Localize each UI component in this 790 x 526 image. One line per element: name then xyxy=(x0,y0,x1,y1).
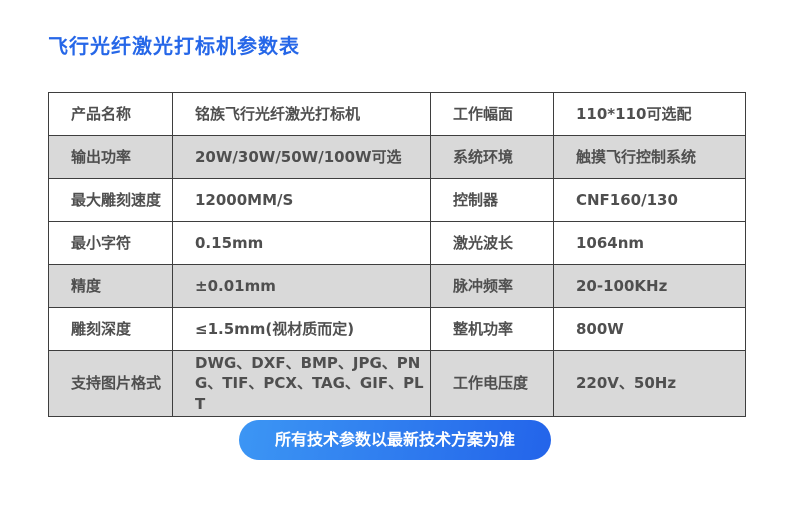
table-row: 产品名称 铭族飞行光纤激光打标机 工作幅面 110*110可选配 xyxy=(48,92,746,136)
page-title: 飞行光纤激光打标机参数表 xyxy=(48,34,300,58)
table-row: 最大雕刻速度 12000MM/S 控制器 CNF160/130 xyxy=(48,178,746,222)
spec-value-working-voltage: 220V、50Hz xyxy=(553,350,746,417)
table-row: 支持图片格式 DWG、DXF、BMP、JPG、PNG、TIF、PCX、TAG、G… xyxy=(48,350,746,417)
spec-value-engraving-depth: ≤1.5mm(视材质而定) xyxy=(172,307,431,351)
spec-value-controller: CNF160/130 xyxy=(553,178,746,222)
spec-value-product-name: 铭族飞行光纤激光打标机 xyxy=(172,92,431,136)
spec-value-machine-power: 800W xyxy=(553,307,746,351)
spec-label-output-power: 输出功率 xyxy=(48,135,173,179)
spec-label-max-engraving-speed: 最大雕刻速度 xyxy=(48,178,173,222)
spec-value-output-power: 20W/30W/50W/100W可选 xyxy=(172,135,431,179)
table-row: 最小字符 0.15mm 激光波长 1064nm xyxy=(48,221,746,265)
spec-value-system-environment: 触摸飞行控制系统 xyxy=(553,135,746,179)
spec-value-max-engraving-speed: 12000MM/S xyxy=(172,178,431,222)
spec-value-min-character: 0.15mm xyxy=(172,221,431,265)
spec-value-precision: ±0.01mm xyxy=(172,264,431,308)
spec-label-pulse-frequency: 脉冲频率 xyxy=(430,264,554,308)
spec-label-min-character: 最小字符 xyxy=(48,221,173,265)
spec-label-product-name: 产品名称 xyxy=(48,92,173,136)
spec-label-work-area: 工作幅面 xyxy=(430,92,554,136)
spec-label-system-environment: 系统环境 xyxy=(430,135,554,179)
spec-value-work-area: 110*110可选配 xyxy=(553,92,746,136)
spec-label-image-formats: 支持图片格式 xyxy=(48,350,173,417)
spec-label-laser-wavelength: 激光波长 xyxy=(430,221,554,265)
spec-value-laser-wavelength: 1064nm xyxy=(553,221,746,265)
table-row: 雕刻深度 ≤1.5mm(视材质而定) 整机功率 800W xyxy=(48,307,746,351)
spec-label-working-voltage: 工作电压度 xyxy=(430,350,554,417)
spec-label-controller: 控制器 xyxy=(430,178,554,222)
spec-value-image-formats: DWG、DXF、BMP、JPG、PNG、TIF、PCX、TAG、GIF、PLT xyxy=(172,350,431,417)
table-row: 输出功率 20W/30W/50W/100W可选 系统环境 触摸飞行控制系统 xyxy=(48,135,746,179)
spec-value-pulse-frequency: 20-100KHz xyxy=(553,264,746,308)
spec-label-engraving-depth: 雕刻深度 xyxy=(48,307,173,351)
spec-label-machine-power: 整机功率 xyxy=(430,307,554,351)
spec-label-precision: 精度 xyxy=(48,264,173,308)
table-row: 精度 ±0.01mm 脉冲频率 20-100KHz xyxy=(48,264,746,308)
technical-notice-banner: 所有技术参数以最新技术方案为准 xyxy=(238,420,552,460)
spec-table: 产品名称 铭族飞行光纤激光打标机 工作幅面 110*110可选配 输出功率 20… xyxy=(48,92,746,417)
